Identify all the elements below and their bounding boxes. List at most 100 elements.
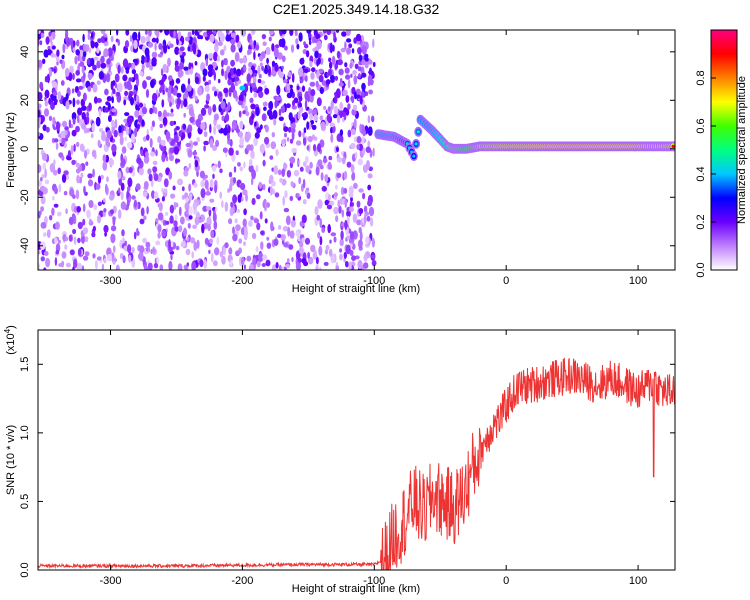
heatmap-cell [199,35,204,40]
heatmap-cell [321,227,326,233]
heatmap-cell [321,185,327,192]
heatmap-cell [318,267,322,270]
heatmap-cell [140,36,146,44]
heatmap-cell [103,198,106,203]
heatmap-cell [366,215,371,222]
heatmap-cell [118,187,121,194]
heatmap-cell [226,65,231,74]
heatmap-cell [224,242,229,249]
heatmap-cell [151,120,155,128]
heatmap-cell [304,75,308,82]
heatmap-cell [266,236,270,241]
heatmap-cell [191,251,194,259]
heatmap-cell [192,151,197,156]
heatmap-cell [212,30,217,35]
heatmap-cell [329,239,332,244]
heatmap-cell [278,225,282,230]
snr-x-axis-label: Height of straight line (km) [292,583,420,595]
heatmap-cell [154,30,159,36]
heatmap-cell [250,150,255,160]
heatmap-cell [148,173,153,182]
heatmap-cell [155,218,159,223]
heatmap-cell [250,30,256,36]
heatmap-cell [269,186,273,196]
heatmap-cell [303,137,307,146]
heatmap-cell [185,208,189,216]
heatmap-cell [369,217,374,227]
snr-frame [37,329,676,571]
y-tick-label: 0.0 [19,562,31,577]
heatmap-cell [225,34,231,42]
heatmap-cell [149,138,153,148]
heatmap-cell [151,190,155,199]
heatmap-cell [348,192,354,198]
heatmap-cell [145,151,149,159]
heatmap-cell [102,161,108,171]
heatmap-cell [301,257,307,264]
heatmap-cell [352,104,358,111]
heatmap-cell [237,162,241,167]
heatmap-cell [278,38,283,48]
heatmap-cell [295,263,301,270]
heatmap-cell [213,220,218,230]
heatmap-cell [169,147,175,154]
heatmap-cell [270,221,274,232]
heatmap-cell [187,31,192,38]
heatmap-cell [207,70,213,78]
heatmap-cell [351,97,355,104]
heatmap-cell [167,57,171,67]
heatmap-cell [228,171,233,178]
heatmap-cell [290,127,296,134]
heatmap-cell [52,116,56,125]
heatmap-cell [268,100,274,111]
heatmap-cell [170,108,174,113]
heatmap-cell [346,38,352,43]
heatmap-cell [228,218,233,225]
heatmap-cell [65,208,68,215]
heatmap-cell [246,144,252,151]
snr-series-line [38,357,675,570]
heatmap-cell [243,232,248,241]
heatmap-cell [201,223,205,234]
heatmap-cell [169,204,175,214]
heatmap-cell [175,245,180,251]
heatmap-cell [352,70,357,75]
heatmap-cell [170,193,176,199]
heatmap-cell [330,133,334,143]
heatmap-cell [243,64,247,72]
heatmap-cell [147,42,154,48]
heatmap-cell [54,257,58,266]
colorbar-tick-label: 0.6 [695,118,707,133]
heatmap-cell [168,260,173,270]
heatmap-cell [103,224,109,233]
heatmap-cell [127,62,132,68]
heatmap-cell [79,61,85,67]
heatmap-cell [281,65,284,70]
heatmap-cell [309,81,316,87]
heatmap-cell [231,32,237,39]
heatmap-cell [352,213,358,223]
heatmap-cell [232,125,236,131]
heatmap-cell [282,225,289,232]
heatmap-cell [285,215,291,226]
heatmap-cell [286,103,291,109]
heatmap-cell [367,74,373,84]
heatmap-cell [340,47,346,53]
heatmap-cell [335,215,339,223]
heatmap-cell [227,72,232,80]
heatmap-cell [359,231,363,241]
heatmap-cell [87,32,91,41]
heatmap-cell [345,95,350,103]
heatmap-cell [158,43,163,50]
heatmap-cell [188,62,192,70]
heatmap-cell [368,206,375,217]
heatmap-cell [203,131,208,138]
heatmap-cell [114,73,120,83]
heatmap-cell [364,61,369,69]
heatmap-cell [60,137,66,146]
heatmap-cell [160,80,164,85]
heatmap-cell [90,32,94,39]
heatmap-cell [72,228,77,235]
heatmap-cell [249,97,254,104]
heatmap-cell [190,237,196,244]
